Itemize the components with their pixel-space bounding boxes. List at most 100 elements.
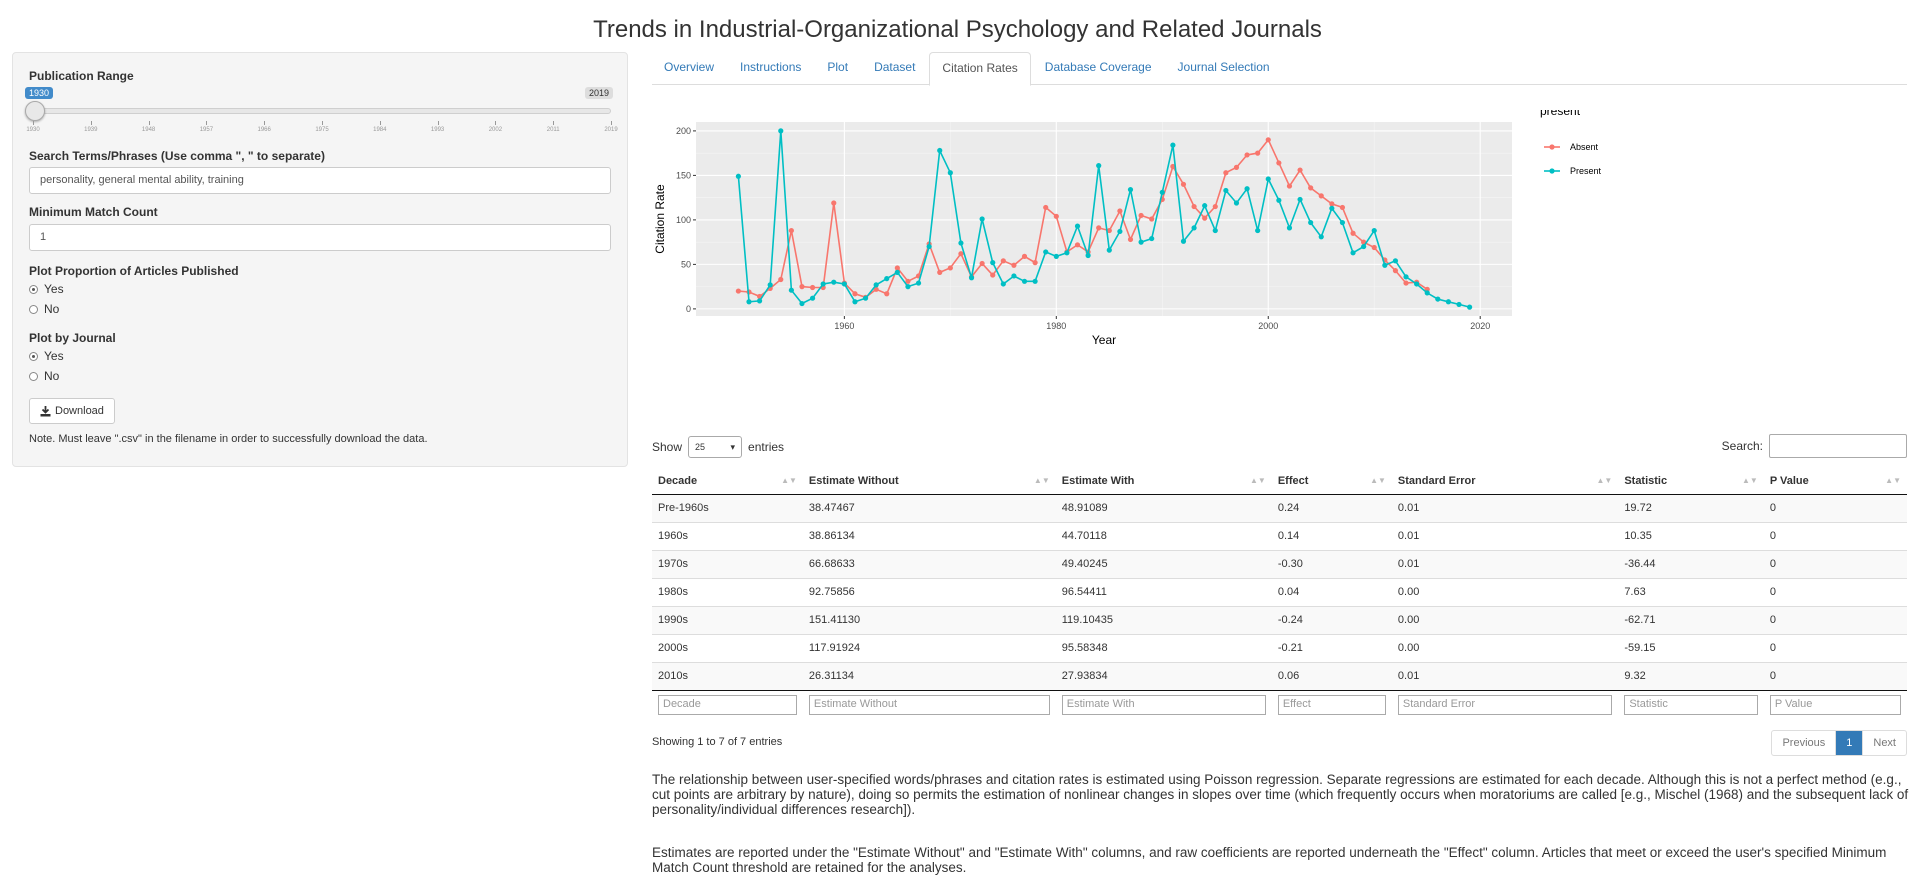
column-header[interactable]: Decade ▲▼ bbox=[652, 468, 803, 495]
column-header[interactable]: Statistic ▲▼ bbox=[1618, 468, 1764, 495]
column-header[interactable]: Estimate Without ▲▼ bbox=[802, 468, 1056, 495]
plot-journal-yes[interactable]: Yes bbox=[29, 349, 64, 363]
sort-icon[interactable]: ▲▼ bbox=[1596, 476, 1613, 485]
tab-journal-selection[interactable]: Journal Selection bbox=[1177, 60, 1270, 74]
page-1-button[interactable]: 1 bbox=[1835, 731, 1863, 755]
column-filter-input[interactable]: Standard Error bbox=[1397, 695, 1613, 716]
column-header[interactable]: Estimate With ▲▼ bbox=[1055, 468, 1272, 495]
column-filter-input[interactable]: Decade bbox=[658, 695, 797, 716]
data-point-absent bbox=[1286, 183, 1293, 189]
data-point-present bbox=[1255, 227, 1261, 234]
column-header[interactable]: Effect ▲▼ bbox=[1271, 468, 1392, 495]
column-header[interactable]: Standard Error ▲▼ bbox=[1391, 468, 1619, 495]
column-filter-input[interactable]: Effect bbox=[1277, 695, 1386, 716]
data-point-absent bbox=[1371, 244, 1377, 251]
table-cell: 92.75856 bbox=[802, 577, 1056, 606]
data-point-present bbox=[778, 128, 784, 134]
data-point-absent bbox=[1191, 203, 1197, 210]
column-filter-input[interactable]: Estimate With bbox=[1061, 695, 1266, 716]
tab-instructions[interactable]: Instructions bbox=[740, 60, 802, 74]
data-point-present bbox=[937, 147, 943, 154]
table-cell: 38.47467 bbox=[802, 493, 1056, 522]
tab-database-coverage[interactable]: Database Coverage bbox=[1044, 60, 1152, 74]
show-label: Show bbox=[652, 440, 683, 454]
tab-plot[interactable]: Plot bbox=[827, 60, 849, 74]
table-row: 2000s 117.91924 95.58348 -0.21 0.00 -59.15 0 bbox=[652, 633, 1907, 662]
data-point-absent bbox=[1276, 160, 1282, 166]
previous-button[interactable]: Previous bbox=[1782, 737, 1826, 749]
table-cell: 44.70118 bbox=[1055, 521, 1272, 550]
column-filter-input[interactable]: Statistic bbox=[1624, 695, 1758, 716]
data-point-present bbox=[1032, 278, 1038, 284]
slider-tick bbox=[322, 121, 323, 125]
table-cell: 0.00 bbox=[1391, 577, 1619, 606]
tab-overview[interactable]: Overview bbox=[664, 60, 715, 74]
slider-tick-label: 1993 bbox=[430, 127, 445, 133]
chart-svg: 1960 1980 2000 2020 0 50 100 150 200 Year Citation… bbox=[653, 104, 1602, 347]
radio-unchecked-icon[interactable] bbox=[29, 304, 38, 314]
sort-icon[interactable]: ▲▼ bbox=[1033, 476, 1050, 485]
radio-checked-icon[interactable] bbox=[29, 351, 38, 361]
data-point-present bbox=[1361, 243, 1367, 250]
table-cell: 119.10435 bbox=[1055, 605, 1272, 634]
table-cell: 7.63 bbox=[1618, 577, 1764, 606]
citation-rate-chart: 1960 1980 2000 2020 0 50 100 150 200 Year Citation… bbox=[652, 104, 1912, 426]
min-match-label: Minimum Match Count bbox=[29, 205, 158, 219]
data-point-present bbox=[1043, 249, 1049, 255]
sort-icon[interactable]: ▲▼ bbox=[781, 476, 797, 485]
sort-icon[interactable]: ▲▼ bbox=[1885, 476, 1901, 485]
data-point-present bbox=[1318, 234, 1324, 240]
data-point-present bbox=[1021, 278, 1028, 284]
table-row: 1960s 38.86134 44.70118 0.14 0.01 10.35 0 bbox=[652, 521, 1907, 550]
sort-icon[interactable]: ▲▼ bbox=[1249, 476, 1266, 485]
data-point-present bbox=[831, 279, 837, 285]
slider-max-value: 2019 bbox=[584, 87, 613, 99]
radio-unchecked-icon[interactable] bbox=[29, 371, 38, 381]
data-point-absent bbox=[1011, 262, 1017, 268]
data-point-absent bbox=[1350, 230, 1356, 236]
data-point-absent bbox=[735, 288, 741, 294]
slider-handle[interactable] bbox=[25, 101, 45, 121]
radio-checked-icon[interactable] bbox=[29, 284, 38, 294]
tab-dataset[interactable]: Dataset bbox=[874, 60, 916, 74]
search-terms-input[interactable]: personality, general mental ability, tra… bbox=[29, 167, 611, 194]
data-point-present bbox=[1138, 239, 1144, 245]
slider-tick bbox=[611, 121, 612, 125]
data-point-present bbox=[1170, 142, 1176, 148]
x-tick-label: 2020 bbox=[1470, 321, 1490, 331]
sort-icon[interactable]: ▲▼ bbox=[1370, 476, 1386, 485]
data-point-present bbox=[1159, 189, 1165, 195]
plot-proportion-no[interactable]: No bbox=[29, 302, 59, 316]
data-point-present bbox=[1053, 253, 1059, 259]
x-tick-label: 1960 bbox=[834, 321, 854, 331]
next-button[interactable]: Next bbox=[1862, 731, 1906, 755]
legend-key-point bbox=[1549, 144, 1555, 150]
slider-track[interactable] bbox=[33, 108, 611, 114]
data-point-present bbox=[947, 170, 953, 176]
download-button[interactable]: Download bbox=[29, 398, 115, 424]
min-match-input[interactable]: 1 bbox=[29, 224, 611, 251]
data-point-present bbox=[1392, 258, 1399, 264]
slider-tick-label: 1939 bbox=[84, 127, 98, 133]
data-point-present bbox=[1000, 281, 1006, 287]
pagination: Previous 1 Next bbox=[1771, 730, 1907, 756]
table-cell: 0.04 bbox=[1271, 577, 1392, 606]
column-filter-input[interactable]: P Value bbox=[1769, 695, 1901, 716]
plot-proportion-yes[interactable]: Yes bbox=[29, 282, 64, 296]
sort-icon[interactable]: ▲▼ bbox=[1741, 476, 1758, 485]
plot-journal-no[interactable]: No bbox=[29, 369, 59, 383]
slider-tick bbox=[148, 121, 150, 125]
column-filter-input[interactable]: Estimate Without bbox=[808, 695, 1050, 716]
page-size-select[interactable]: 25 ▾ bbox=[688, 436, 743, 458]
table-cell: 0 bbox=[1763, 577, 1907, 606]
column-header[interactable]: P Value ▲▼ bbox=[1763, 468, 1907, 495]
data-point-present bbox=[1212, 227, 1218, 234]
legend-label: Absent bbox=[1570, 142, 1599, 152]
column-header-label: Standard Error bbox=[1397, 474, 1476, 487]
tab-citation-rates[interactable]: Citation Rates bbox=[929, 52, 1031, 86]
radio-label: No bbox=[44, 369, 60, 383]
table-cell: -62.71 bbox=[1618, 605, 1764, 634]
data-point-absent bbox=[937, 269, 943, 275]
data-point-absent bbox=[905, 278, 911, 284]
table-search-input[interactable] bbox=[1769, 434, 1907, 458]
